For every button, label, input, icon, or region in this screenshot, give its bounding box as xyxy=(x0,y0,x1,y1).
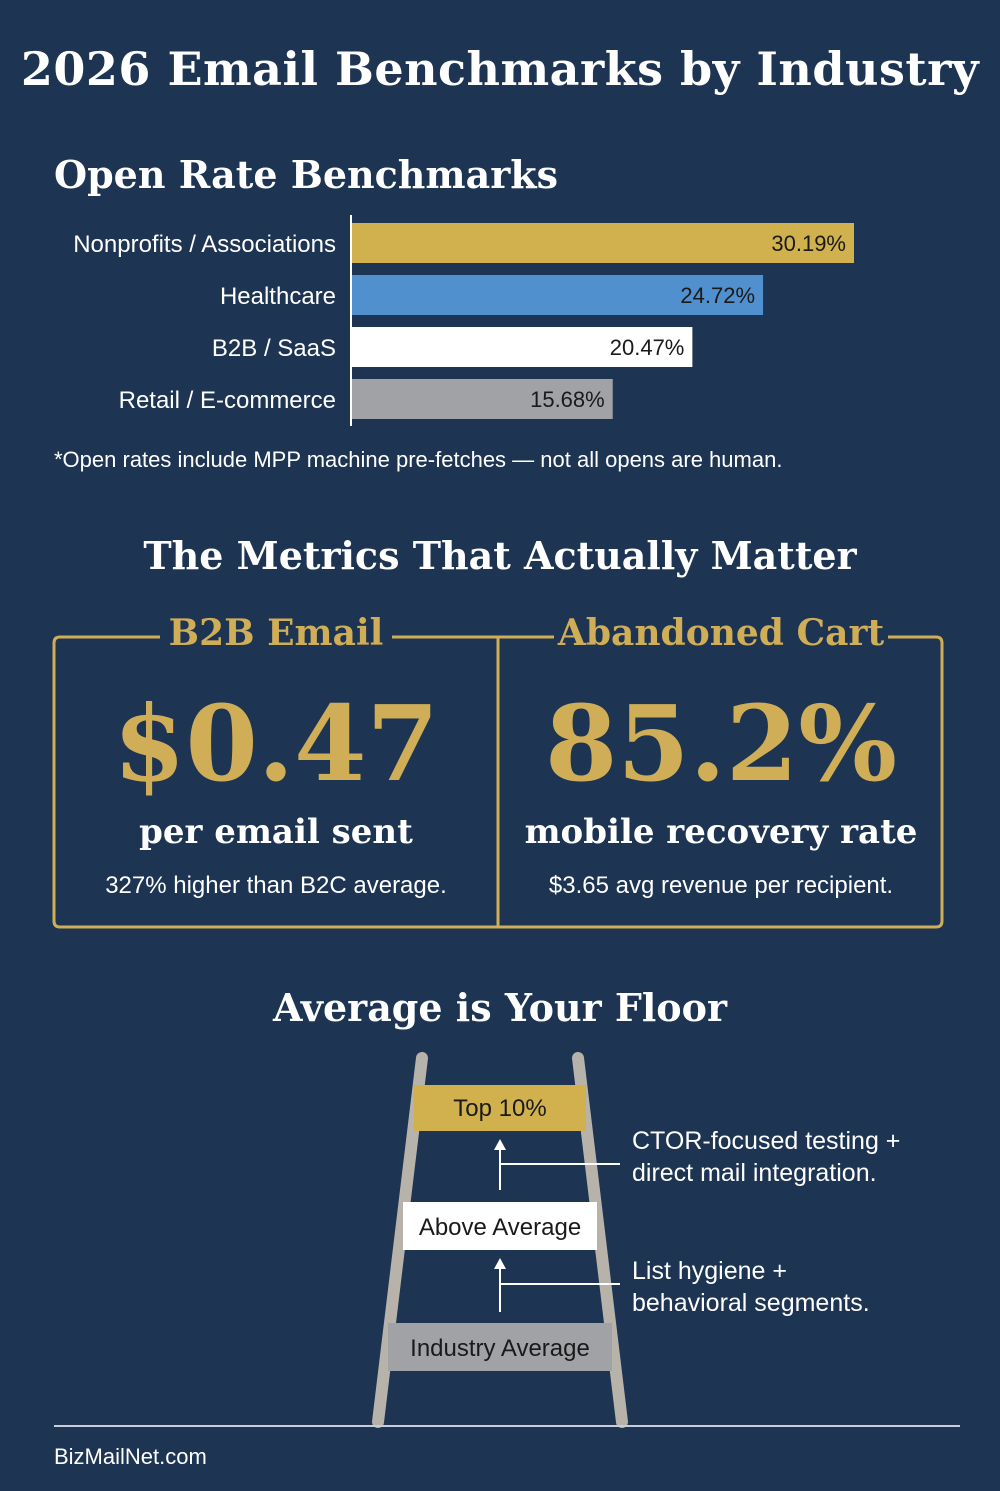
arrow-upper-head xyxy=(494,1139,506,1150)
open-rate-footnote: *Open rates include MPP machine pre-fetc… xyxy=(54,447,783,472)
card-heading-cart: Abandoned Cart xyxy=(557,612,885,654)
arrow-lower-head xyxy=(494,1258,506,1269)
card-unit-b2b: per email sent xyxy=(139,812,413,852)
metrics-section-title: The Metrics That Actually Matter xyxy=(143,533,857,578)
footer-divider xyxy=(54,1425,960,1427)
bar-1 xyxy=(352,275,764,315)
callout-top: CTOR-focused testing + direct mail integ… xyxy=(632,1125,900,1189)
open-rate-bar-chart: Nonprofits / Associations 30.19% Healthcar… xyxy=(73,215,854,426)
rung-label-industry-average: Industry Average xyxy=(410,1335,590,1362)
bars-group: Nonprofits / Associations 30.19% Healthcar… xyxy=(73,223,854,419)
card-heading-b2b: B2B Email xyxy=(168,612,384,654)
rung-top-10 xyxy=(414,1085,586,1131)
callout-top-line-2: direct mail integration. xyxy=(632,1159,877,1187)
right-card-border xyxy=(498,635,944,929)
bar-2 xyxy=(352,327,693,367)
page-title: 2026 Email Benchmarks by Industry xyxy=(20,42,980,96)
ladder-diagram: Top 10% Above Average Industry Average xyxy=(372,1052,628,1428)
callout-bottom-line-1: List hygiene + xyxy=(632,1257,787,1285)
card-unit-cart: mobile recovery rate xyxy=(524,812,918,852)
left-card-border xyxy=(52,635,500,929)
category-label-0: Nonprofits / Associations xyxy=(73,231,336,258)
callout-bottom: List hygiene + behavioral segments. xyxy=(632,1255,870,1319)
bar-0 xyxy=(352,223,854,263)
bar-value-label-0: 30.19% xyxy=(771,231,846,256)
card-note-cart: $3.65 avg revenue per recipient. xyxy=(548,872,894,899)
metrics-cards-frame xyxy=(52,635,944,929)
card-value-cart: 85.2% xyxy=(544,682,898,805)
category-label-3: Retail / E-commerce xyxy=(119,387,336,414)
rung-label-above-average: Above Average xyxy=(419,1214,581,1241)
category-label-1: Healthcare xyxy=(220,283,336,310)
bar-3 xyxy=(352,379,613,419)
callout-bottom-line-2: behavioral segments. xyxy=(632,1289,870,1317)
card-note-b2b: 327% higher than B2C average. xyxy=(105,872,447,899)
rung-label-top-10: Top 10% xyxy=(453,1095,546,1122)
callout-top-line-1: CTOR-focused testing + xyxy=(632,1127,901,1155)
footer-brand: BizMailNet.com xyxy=(54,1444,207,1469)
open-rate-section-title: Open Rate Benchmarks xyxy=(54,152,559,197)
card-value-b2b: $0.47 xyxy=(113,682,439,805)
rung-above-average xyxy=(403,1202,597,1250)
bar-value-label-3: 15.68% xyxy=(530,387,605,412)
floor-section-title: Average is Your Floor xyxy=(272,985,728,1030)
category-label-2: B2B / SaaS xyxy=(212,335,336,362)
bar-value-label-2: 20.47% xyxy=(610,335,685,360)
bar-value-label-1: 24.72% xyxy=(680,283,755,308)
rung-industry-average xyxy=(388,1323,612,1371)
